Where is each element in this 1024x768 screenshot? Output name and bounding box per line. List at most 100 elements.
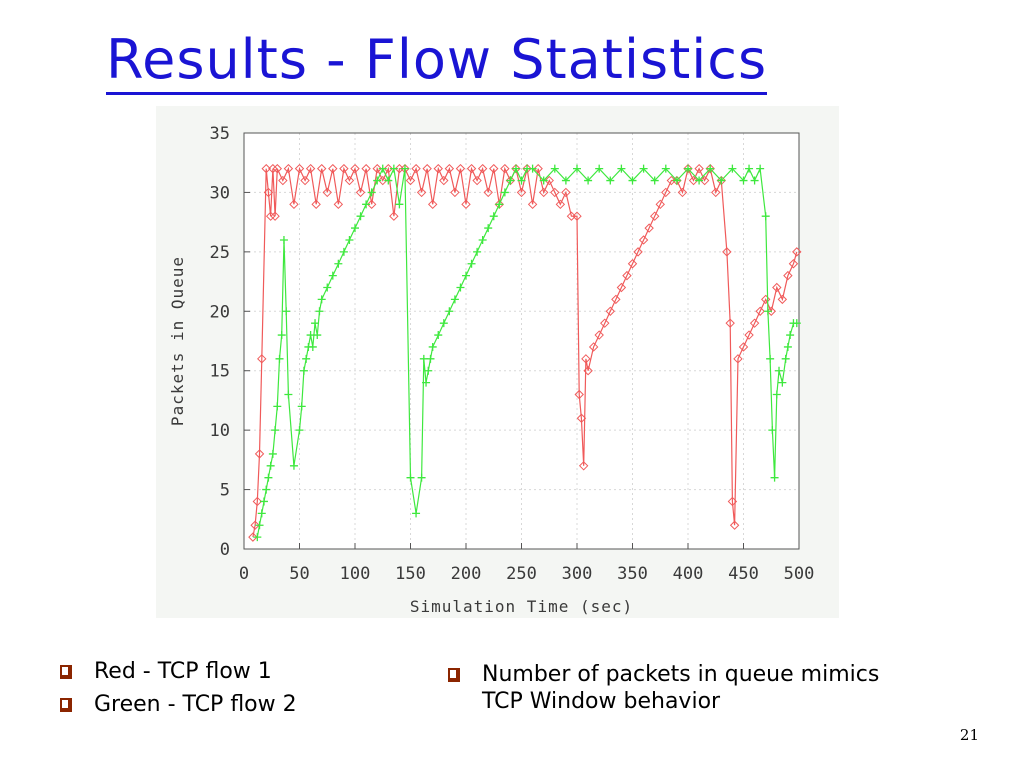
- series-1-point: [649, 211, 660, 221]
- series-1-point: [644, 223, 654, 233]
- series-2-point: [506, 176, 515, 185]
- series-2-point: [573, 164, 581, 173]
- series-1-point: [699, 175, 710, 186]
- bullet-text: Green - TCP flow 2: [94, 692, 297, 717]
- series-1-point: [722, 247, 732, 257]
- series-1-point: [694, 163, 704, 174]
- series-1-point: [633, 247, 643, 257]
- series-1-point: [322, 187, 332, 198]
- series-1-point: [792, 247, 802, 257]
- series-1-point: [455, 163, 466, 174]
- series-2-point: [445, 307, 454, 316]
- y-tick-label: 0: [220, 540, 230, 560]
- series-1-point: [283, 163, 294, 174]
- series-2-point: [313, 331, 322, 340]
- series-2-point: [684, 164, 692, 173]
- series-1-point: [550, 187, 560, 198]
- series-1-point: [677, 187, 688, 198]
- series-2-point: [768, 426, 777, 435]
- series-1-point: [439, 175, 449, 186]
- series-2-point: [550, 164, 559, 173]
- series-1-point: [270, 211, 280, 221]
- series-2-point: [373, 176, 382, 185]
- series-1-point: [250, 520, 260, 530]
- series-2-point: [417, 473, 426, 482]
- series-2-point: [279, 235, 288, 244]
- series-1-point: [263, 187, 274, 198]
- series-1-point: [355, 187, 366, 198]
- series-2-point: [495, 200, 504, 209]
- series-1-point: [311, 199, 321, 210]
- series-1-point: [749, 318, 760, 328]
- y-tick-label: 35: [210, 124, 230, 144]
- series-1-point: [574, 389, 584, 400]
- series-1-point: [411, 163, 421, 174]
- x-tick-label: 50: [289, 564, 309, 584]
- square-bullet-icon: [448, 668, 460, 682]
- y-tick-label: 20: [210, 302, 230, 322]
- y-tick-label: 25: [210, 243, 230, 263]
- series-1-point: [261, 163, 271, 174]
- series-2-point: [756, 164, 765, 173]
- series-1-point: [316, 163, 327, 174]
- series-1-point: [361, 163, 371, 174]
- series-1-point: [500, 163, 510, 174]
- series-2-point: [439, 319, 448, 328]
- series-1-point: [489, 163, 499, 174]
- series-2-point: [739, 176, 748, 185]
- series-1-point: [760, 294, 771, 305]
- series-2-point: [478, 235, 487, 244]
- square-bullet-icon: [60, 698, 72, 712]
- series-1-point: [527, 199, 538, 210]
- series-1-point: [339, 163, 349, 174]
- series-1-point: [688, 175, 699, 186]
- series-1-point: [366, 199, 377, 210]
- bullet-item-green-flow: Green - TCP flow 2: [60, 691, 297, 718]
- series-1-point: [572, 211, 582, 221]
- y-tick-label: 5: [220, 481, 230, 501]
- series-1-point: [254, 449, 265, 459]
- series-1-point: [272, 163, 283, 174]
- x-tick-label: 300: [562, 564, 593, 584]
- x-tick-label: 500: [784, 564, 815, 584]
- series-1-point: [600, 318, 610, 328]
- series-2-point: [362, 200, 371, 209]
- series-2-point: [786, 331, 795, 340]
- bullet-text: Red - TCP flow 1: [94, 659, 272, 684]
- series-1-point: [389, 211, 399, 221]
- series-2-point: [745, 164, 754, 173]
- series-2-point: [584, 176, 593, 185]
- series-2-point: [384, 176, 393, 185]
- x-axis-label: Simulation Time (sec): [410, 597, 633, 616]
- series-2-point: [271, 426, 280, 435]
- series-1-point: [538, 187, 549, 198]
- series-2-point: [456, 283, 465, 292]
- series-1-point: [594, 330, 604, 340]
- series-2-point: [264, 473, 273, 482]
- right-bullet-list: Number of packets in queue mimics TCP Wi…: [448, 661, 888, 721]
- series-1-point: [755, 306, 765, 316]
- series-2-point: [334, 259, 343, 268]
- x-tick-label: 150: [395, 564, 426, 584]
- series-1-point: [416, 187, 427, 198]
- series-2-point: [268, 449, 277, 458]
- series-1-point: [581, 354, 591, 364]
- series-2-point: [489, 212, 498, 221]
- series-2-point: [561, 176, 570, 185]
- series-1-point: [533, 163, 543, 174]
- queue-chart: 0 50 100 150 200 250 300 350 400 450 500 0 5 10 15 20 25…: [168, 124, 815, 616]
- series-2-point: [617, 164, 626, 173]
- series-2-point: [275, 354, 284, 363]
- series-1-point: [733, 354, 743, 364]
- series-2-point: [400, 164, 409, 173]
- series-2-point: [424, 366, 433, 375]
- series-2-point: [426, 354, 435, 363]
- series-1-point: [516, 187, 527, 198]
- series-2-point: [395, 200, 404, 209]
- series-2-point: [295, 426, 304, 435]
- chart-panel: 0 50 100 150 200 250 300 350 400 450 500 0 5 10 15 20 25…: [156, 106, 839, 618]
- series-1-point: [383, 163, 394, 174]
- series-2-point: [328, 271, 337, 280]
- series-1-point: [583, 366, 593, 376]
- series-2-point: [253, 533, 262, 542]
